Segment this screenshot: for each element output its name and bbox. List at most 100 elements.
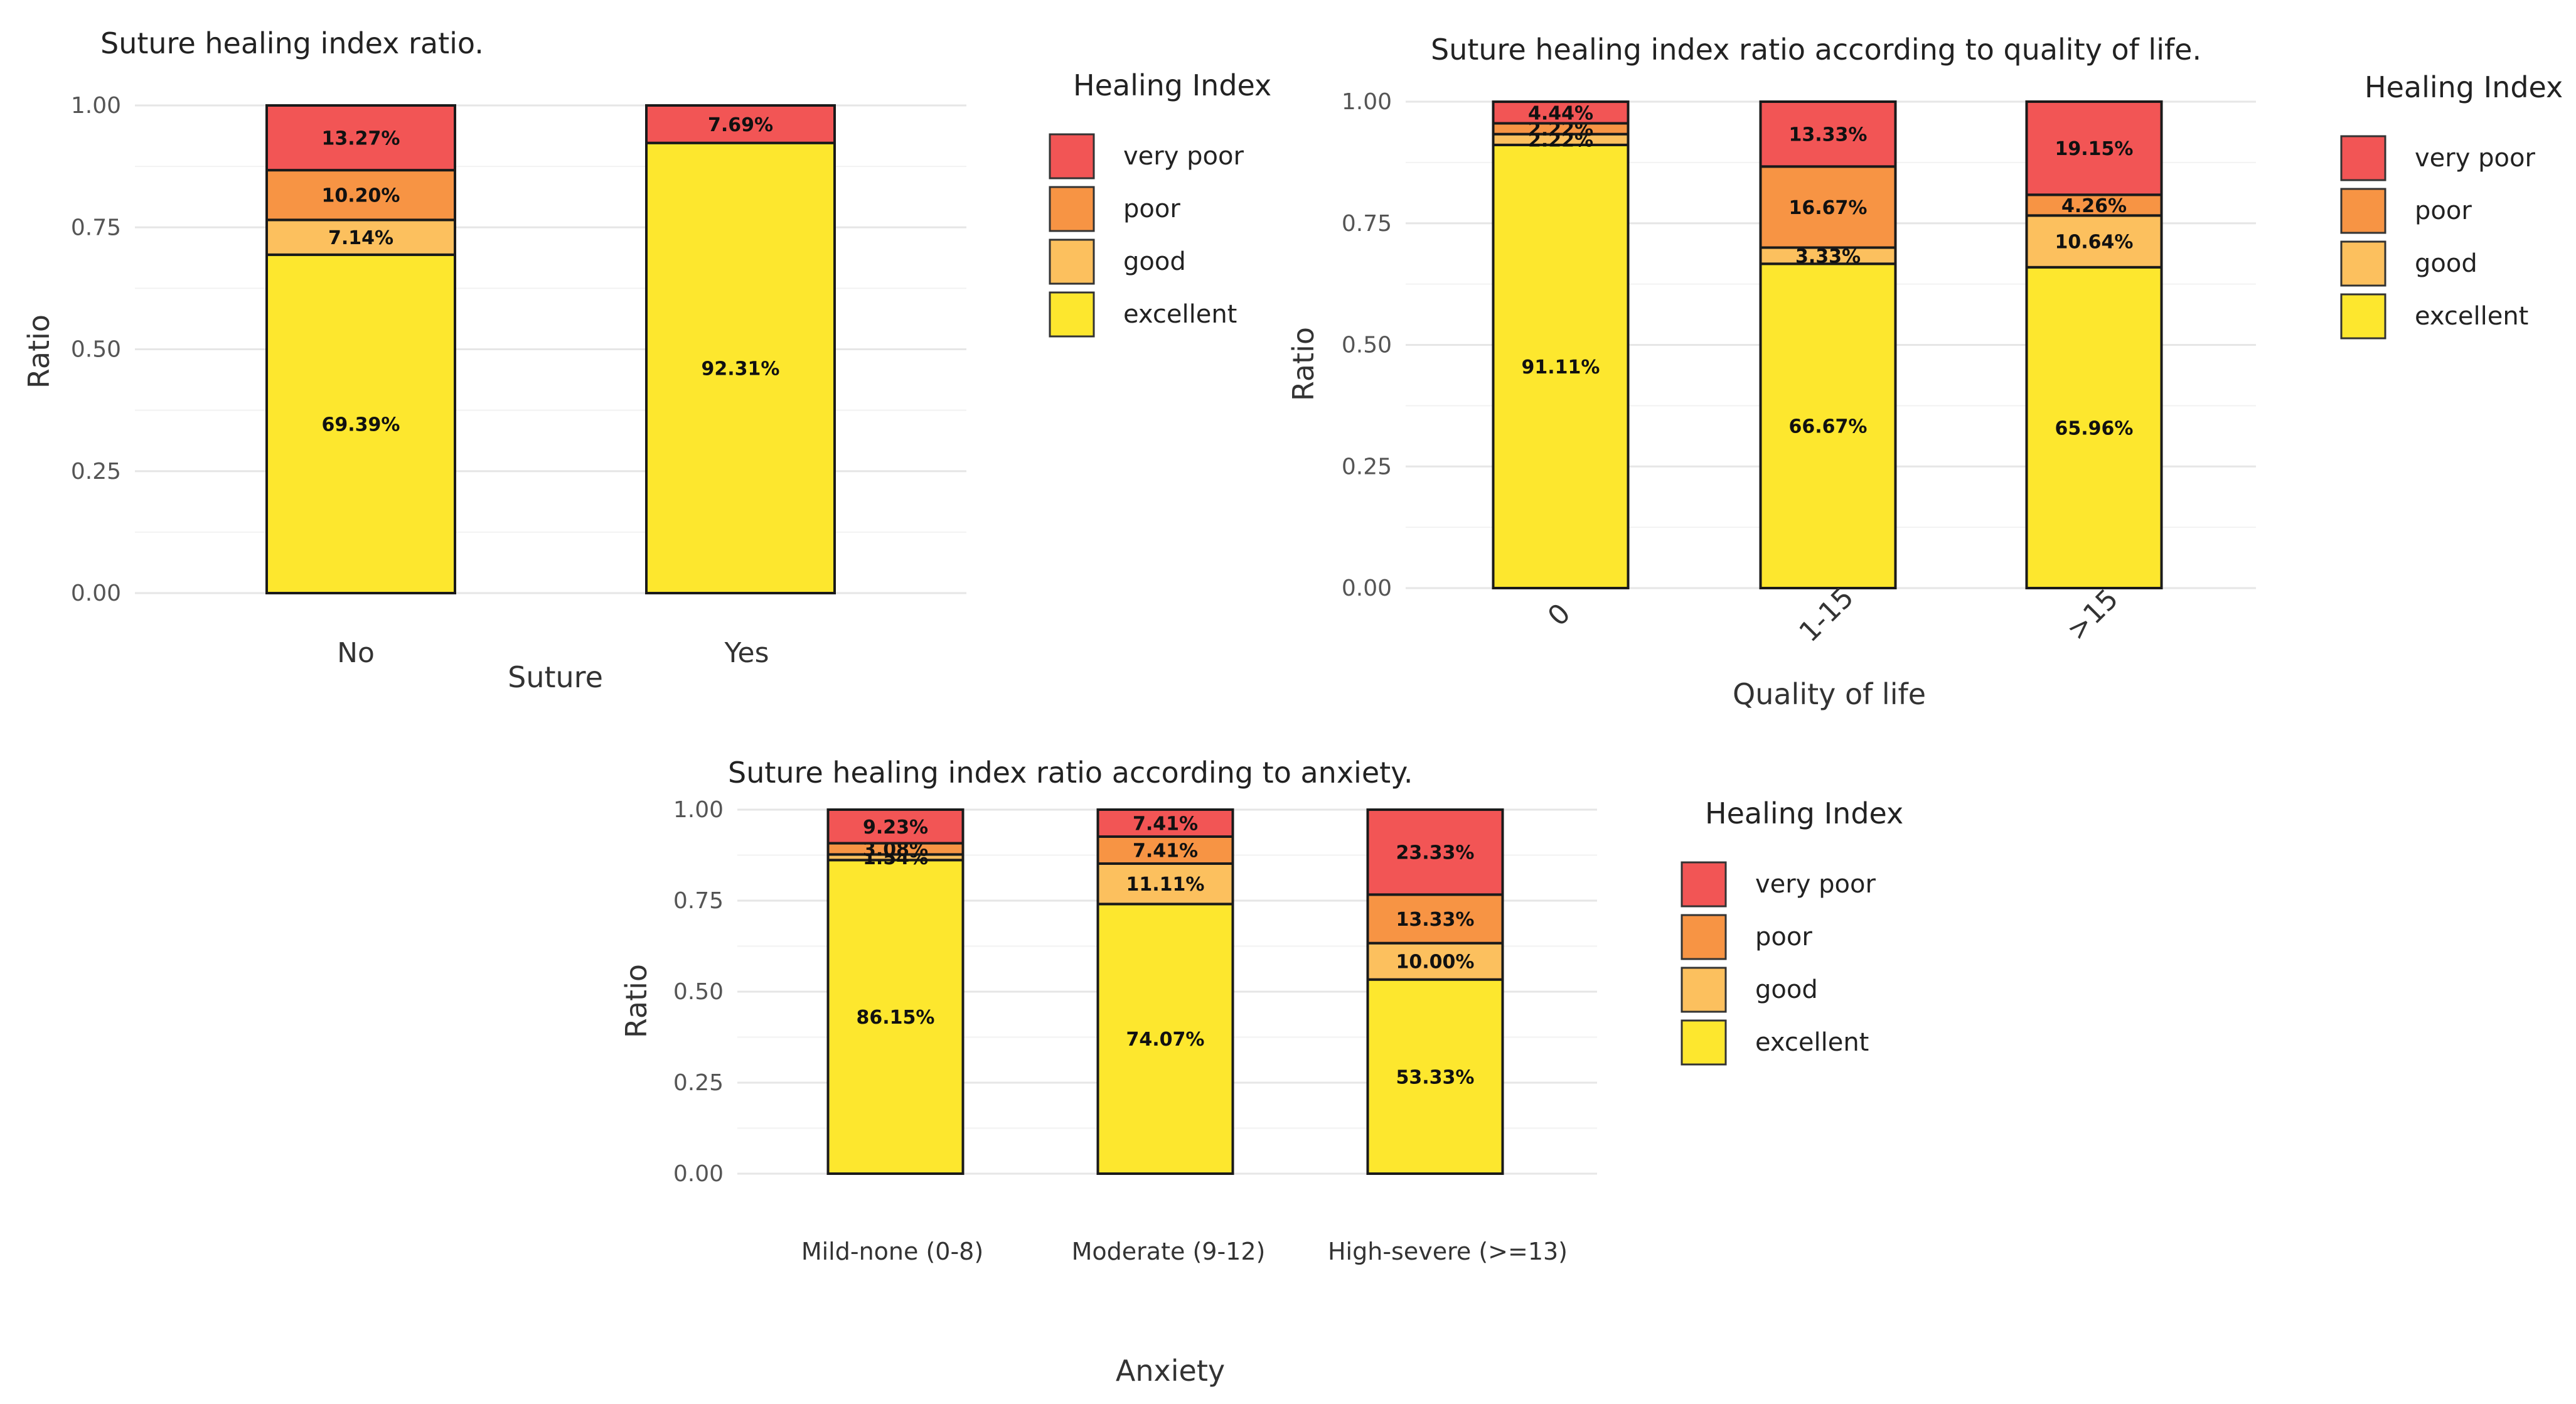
data-label: 7.41% [1133, 813, 1198, 835]
data-label: 13.27% [322, 128, 400, 150]
bar-segment-excellent [265, 253, 456, 594]
legend-swatch-very-poor [2340, 135, 2386, 181]
legend-swatch-poor [1681, 914, 1727, 960]
x-axis-title: Anxiety [1116, 1354, 1225, 1388]
legend-swatch-very-poor [1049, 133, 1095, 180]
legend-label: very poor [2415, 144, 2535, 173]
legend: Healing Index very poor poor good excellent [1049, 68, 1271, 338]
data-label: 3.33% [1795, 245, 1861, 267]
y-tick-label: 0.00 [673, 1161, 724, 1187]
data-label: 7.69% [708, 114, 773, 136]
legend-swatch-excellent [1049, 291, 1095, 338]
data-label: 86.15% [857, 1007, 935, 1029]
bar-segment-very-poor [1759, 100, 1897, 168]
data-label: 7.41% [1133, 840, 1198, 862]
legend-swatch-very-poor [1681, 861, 1727, 908]
bar-segment-poor [1759, 165, 1897, 249]
bar-segment-very-poor [2025, 100, 2163, 196]
legend-label: excellent [2415, 302, 2528, 331]
bar-segment-very-poor [1366, 808, 1504, 896]
x-tick-label: Yes [724, 637, 769, 669]
bar-segment-excellent [1096, 903, 1234, 1176]
legend-label: good [1755, 975, 1818, 1004]
x-tick-label: No [337, 637, 375, 669]
x-tick-label: 0 [1542, 598, 1577, 633]
y-tick-label: 0.75 [71, 215, 121, 240]
y-tick-label: 0.25 [1342, 454, 1392, 480]
bar-stack: 53.33% 10.00% 13.33% 23.33% [1366, 808, 1504, 1176]
y-axis-title: Ratio [22, 314, 56, 389]
legend-swatch-good [1681, 967, 1727, 1013]
data-label: 16.67% [1789, 197, 1868, 219]
legend-label: excellent [1755, 1028, 1869, 1057]
data-label: 13.33% [1789, 124, 1868, 146]
data-label: 10.64% [2055, 232, 2134, 254]
data-label: 9.23% [863, 817, 928, 839]
x-tick-label: Moderate (9-12) [1072, 1238, 1266, 1265]
y-axis-title: Ratio [1286, 327, 1320, 401]
chart-title: Suture healing index ratio according to … [728, 756, 1413, 790]
legend-label: poor [2415, 196, 2472, 225]
data-label: 11.11% [1126, 874, 1205, 896]
y-tick-label: 0.50 [673, 979, 724, 1005]
bar-segment-very-poor [265, 104, 456, 172]
legend-label: very poor [1755, 870, 1876, 899]
legend-label: good [1123, 247, 1186, 276]
data-label: 91.11% [1522, 356, 1600, 378]
y-tick-label: 1.00 [71, 93, 121, 119]
data-label: 19.15% [2055, 138, 2134, 160]
bar-segment-very-poor [1492, 100, 1630, 125]
data-label: 10.00% [1396, 951, 1475, 973]
x-tick-label: Mild-none (0-8) [801, 1238, 983, 1265]
x-axis-title: Suture [508, 660, 603, 694]
bar-stack: 92.31% 7.69% [645, 104, 836, 595]
legend-label: excellent [1123, 300, 1237, 329]
legend-label: very poor [1123, 142, 1244, 171]
bar-segment-poor [265, 169, 456, 222]
data-label: 13.33% [1396, 909, 1475, 931]
bar-segment-excellent [1366, 978, 1504, 1176]
data-label: 7.14% [328, 227, 393, 249]
data-label: 66.67% [1789, 416, 1868, 438]
y-tick-label: 0.75 [673, 888, 724, 914]
legend-title: Healing Index [2365, 70, 2563, 104]
legend-title: Healing Index [1073, 68, 1271, 102]
data-label: 69.39% [322, 414, 400, 436]
y-tick-label: 1.00 [1342, 89, 1392, 115]
legend-label: poor [1755, 923, 1812, 951]
bar-segment-good [1096, 862, 1234, 906]
x-tick-label: 1-15 [1793, 581, 1860, 648]
bar-stack: 91.11%2.22%2.22%4.44% [1492, 100, 1630, 589]
bar-segment-very-poor [826, 808, 965, 845]
data-label: 92.31% [702, 358, 780, 380]
chart-panel-2: Suture healing index ratio according to … [1286, 33, 2563, 711]
bar-segment-poor [1096, 835, 1234, 865]
chart-title: Suture healing index ratio. [100, 26, 484, 60]
legend-swatch-good [1049, 238, 1095, 285]
legend-label: good [2415, 249, 2477, 278]
x-tick-label: High-severe (>=13) [1328, 1238, 1568, 1265]
y-tick-label: 0.75 [1342, 211, 1392, 237]
y-tick-label: 1.00 [673, 797, 724, 823]
bar-stack: 74.07% 11.11% 7.41% 7.41% [1096, 808, 1234, 1176]
data-label: 23.33% [1396, 842, 1475, 864]
x-tick-label: >15 [2061, 583, 2125, 647]
y-tick-label: 0.50 [1342, 333, 1392, 358]
bar-segment-excellent [2025, 265, 2163, 589]
legend-swatch-poor [1049, 186, 1095, 232]
bar-segment-good [2025, 214, 2163, 269]
bar-segment-poor [2025, 193, 2163, 217]
y-tick-label: 0.25 [71, 459, 121, 485]
bar-segment-very-poor [1096, 808, 1234, 838]
data-label: 4.26% [2061, 195, 2127, 217]
legend-swatch-excellent [2340, 293, 2386, 340]
legend-swatch-good [2340, 240, 2386, 287]
chart-panel-1: Suture healing index ratio. 0.00 0.25 0.50 0… [22, 26, 1271, 694]
bar-segment-excellent [1492, 143, 1630, 589]
legend: Healing Index very poor poor good excellent [1681, 796, 1903, 1066]
data-label: 10.20% [322, 185, 400, 207]
data-label: 53.33% [1396, 1066, 1475, 1088]
bar-stack: 66.67% 3.33% 16.67% 13.33% [1759, 100, 1897, 589]
legend-title: Healing Index [1705, 796, 1903, 830]
y-tick-label: 0.00 [1342, 576, 1392, 601]
